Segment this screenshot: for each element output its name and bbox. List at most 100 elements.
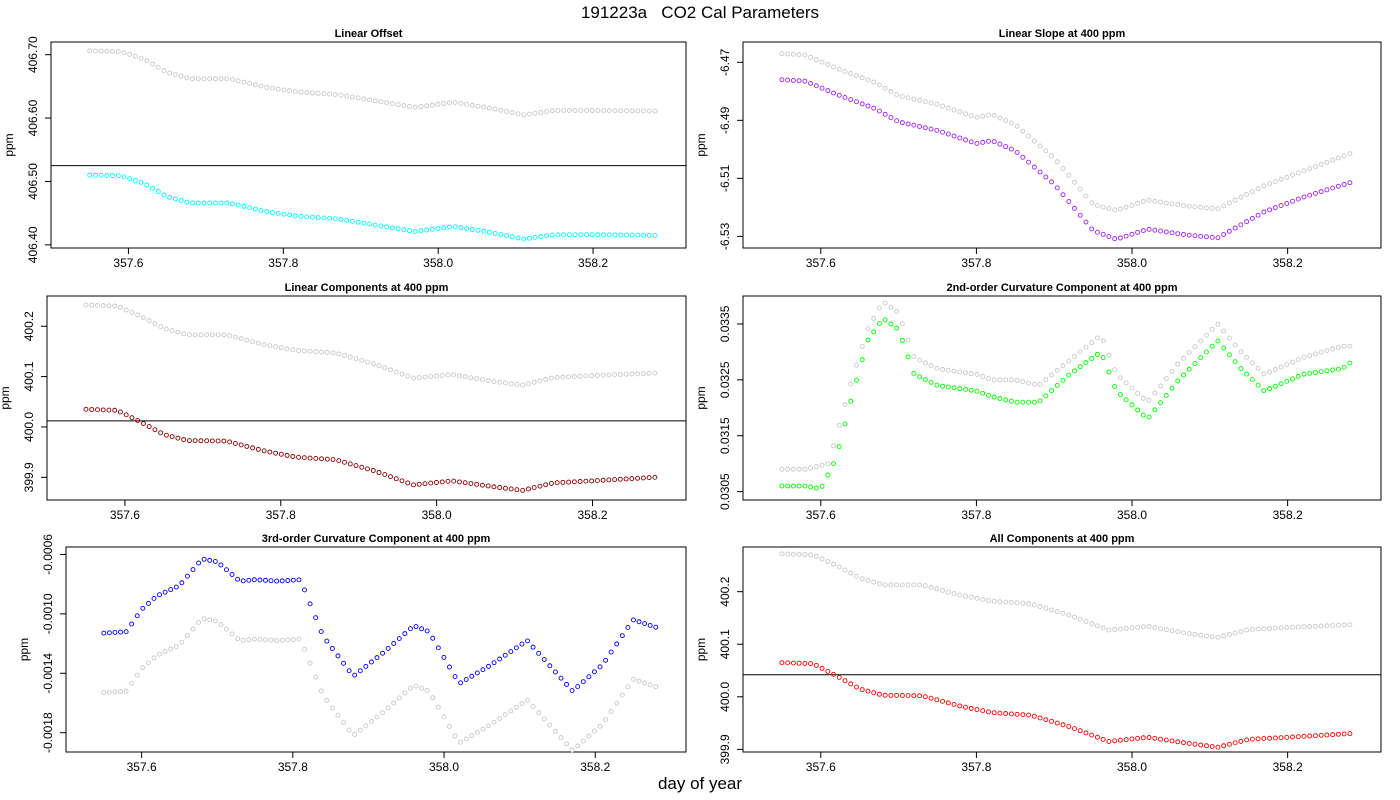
data-point [515, 111, 521, 117]
data-point [481, 228, 487, 234]
y-tick-label: -0.0014 [41, 653, 55, 694]
data-point [1238, 366, 1244, 372]
data-point [292, 213, 298, 219]
data-point [1295, 373, 1301, 379]
data-point [491, 660, 497, 666]
data-point [324, 638, 330, 644]
data-point [502, 380, 508, 386]
data-point [618, 108, 624, 114]
data-point [617, 372, 623, 377]
data-point [112, 629, 118, 635]
data-point [173, 644, 179, 649]
x-tick-label: 357.6 [806, 256, 836, 270]
data-point [595, 108, 601, 113]
data-point [532, 110, 538, 116]
data-point [1163, 229, 1169, 235]
data-point [1158, 383, 1164, 389]
x-tick-label: 357.6 [806, 760, 836, 774]
data-point [882, 582, 888, 588]
data-point [429, 102, 435, 108]
data-point [1215, 634, 1221, 640]
data-point [1077, 212, 1083, 218]
data-point [1226, 228, 1232, 234]
data-point [359, 357, 365, 363]
figure-title: 191223a CO2 Cal Parameters [580, 3, 820, 22]
data-point [564, 741, 569, 747]
data-point [790, 77, 796, 83]
data-point [642, 621, 648, 627]
y-tick-label: -0.0006 [41, 534, 55, 575]
data-point [1123, 380, 1129, 386]
data-point [1278, 364, 1284, 370]
data-point [486, 229, 492, 235]
data-point [230, 77, 235, 82]
data-point [882, 111, 888, 117]
data-point [513, 645, 519, 651]
data-point [389, 225, 395, 231]
data-point [997, 710, 1003, 716]
data-point [83, 302, 89, 308]
data-point [619, 692, 625, 698]
data-point [218, 621, 224, 627]
data-point [363, 663, 369, 669]
data-point [395, 226, 401, 232]
data-point [905, 95, 911, 101]
data-point [252, 82, 258, 88]
data-point [355, 95, 361, 101]
data-point [302, 646, 307, 652]
data-point [646, 232, 652, 238]
data-point [347, 461, 353, 467]
data-point [997, 115, 1003, 121]
data-point [1060, 377, 1066, 383]
data-point [184, 199, 190, 205]
data-point [1284, 174, 1290, 180]
data-point [335, 653, 341, 659]
data-point [112, 303, 118, 309]
data-point [957, 109, 963, 115]
data-point [997, 396, 1003, 401]
data-point [304, 214, 310, 220]
chart-panel-4: 2nd-order Curvature Component at 400 ppm… [694, 282, 1382, 522]
data-point [138, 179, 144, 185]
data-point [934, 101, 940, 107]
data-point [612, 232, 618, 238]
data-point [603, 717, 609, 723]
data-point [452, 733, 458, 739]
data-point [1072, 205, 1077, 211]
data-point [1066, 199, 1072, 204]
data-point [790, 466, 796, 472]
data-point [411, 482, 416, 488]
data-point [1249, 626, 1255, 632]
data-point [1135, 735, 1141, 741]
data-point [991, 113, 997, 118]
data-point [309, 214, 315, 220]
data-point [218, 76, 224, 82]
data-point [854, 684, 859, 690]
data-point [264, 84, 270, 90]
data-point [606, 477, 612, 483]
data-point [411, 375, 416, 381]
data-point [441, 654, 447, 660]
data-point [1049, 153, 1055, 159]
data-point [899, 120, 905, 126]
data-point [934, 365, 940, 371]
data-point [172, 72, 178, 78]
data-point [1249, 360, 1255, 366]
data-point [1324, 732, 1330, 738]
data-point [526, 235, 532, 241]
data-point [865, 688, 871, 694]
data-point [905, 354, 911, 360]
data-point [1290, 172, 1295, 178]
data-point [802, 466, 808, 472]
data-point [968, 387, 974, 393]
data-point [646, 475, 652, 481]
data-point [894, 118, 900, 124]
data-point [385, 705, 391, 711]
data-point [1072, 179, 1077, 185]
data-point [1146, 397, 1152, 403]
data-point [1192, 361, 1198, 366]
data-point [871, 105, 877, 111]
data-point [552, 728, 558, 734]
data-point [1272, 735, 1278, 741]
data-point [1301, 371, 1307, 377]
